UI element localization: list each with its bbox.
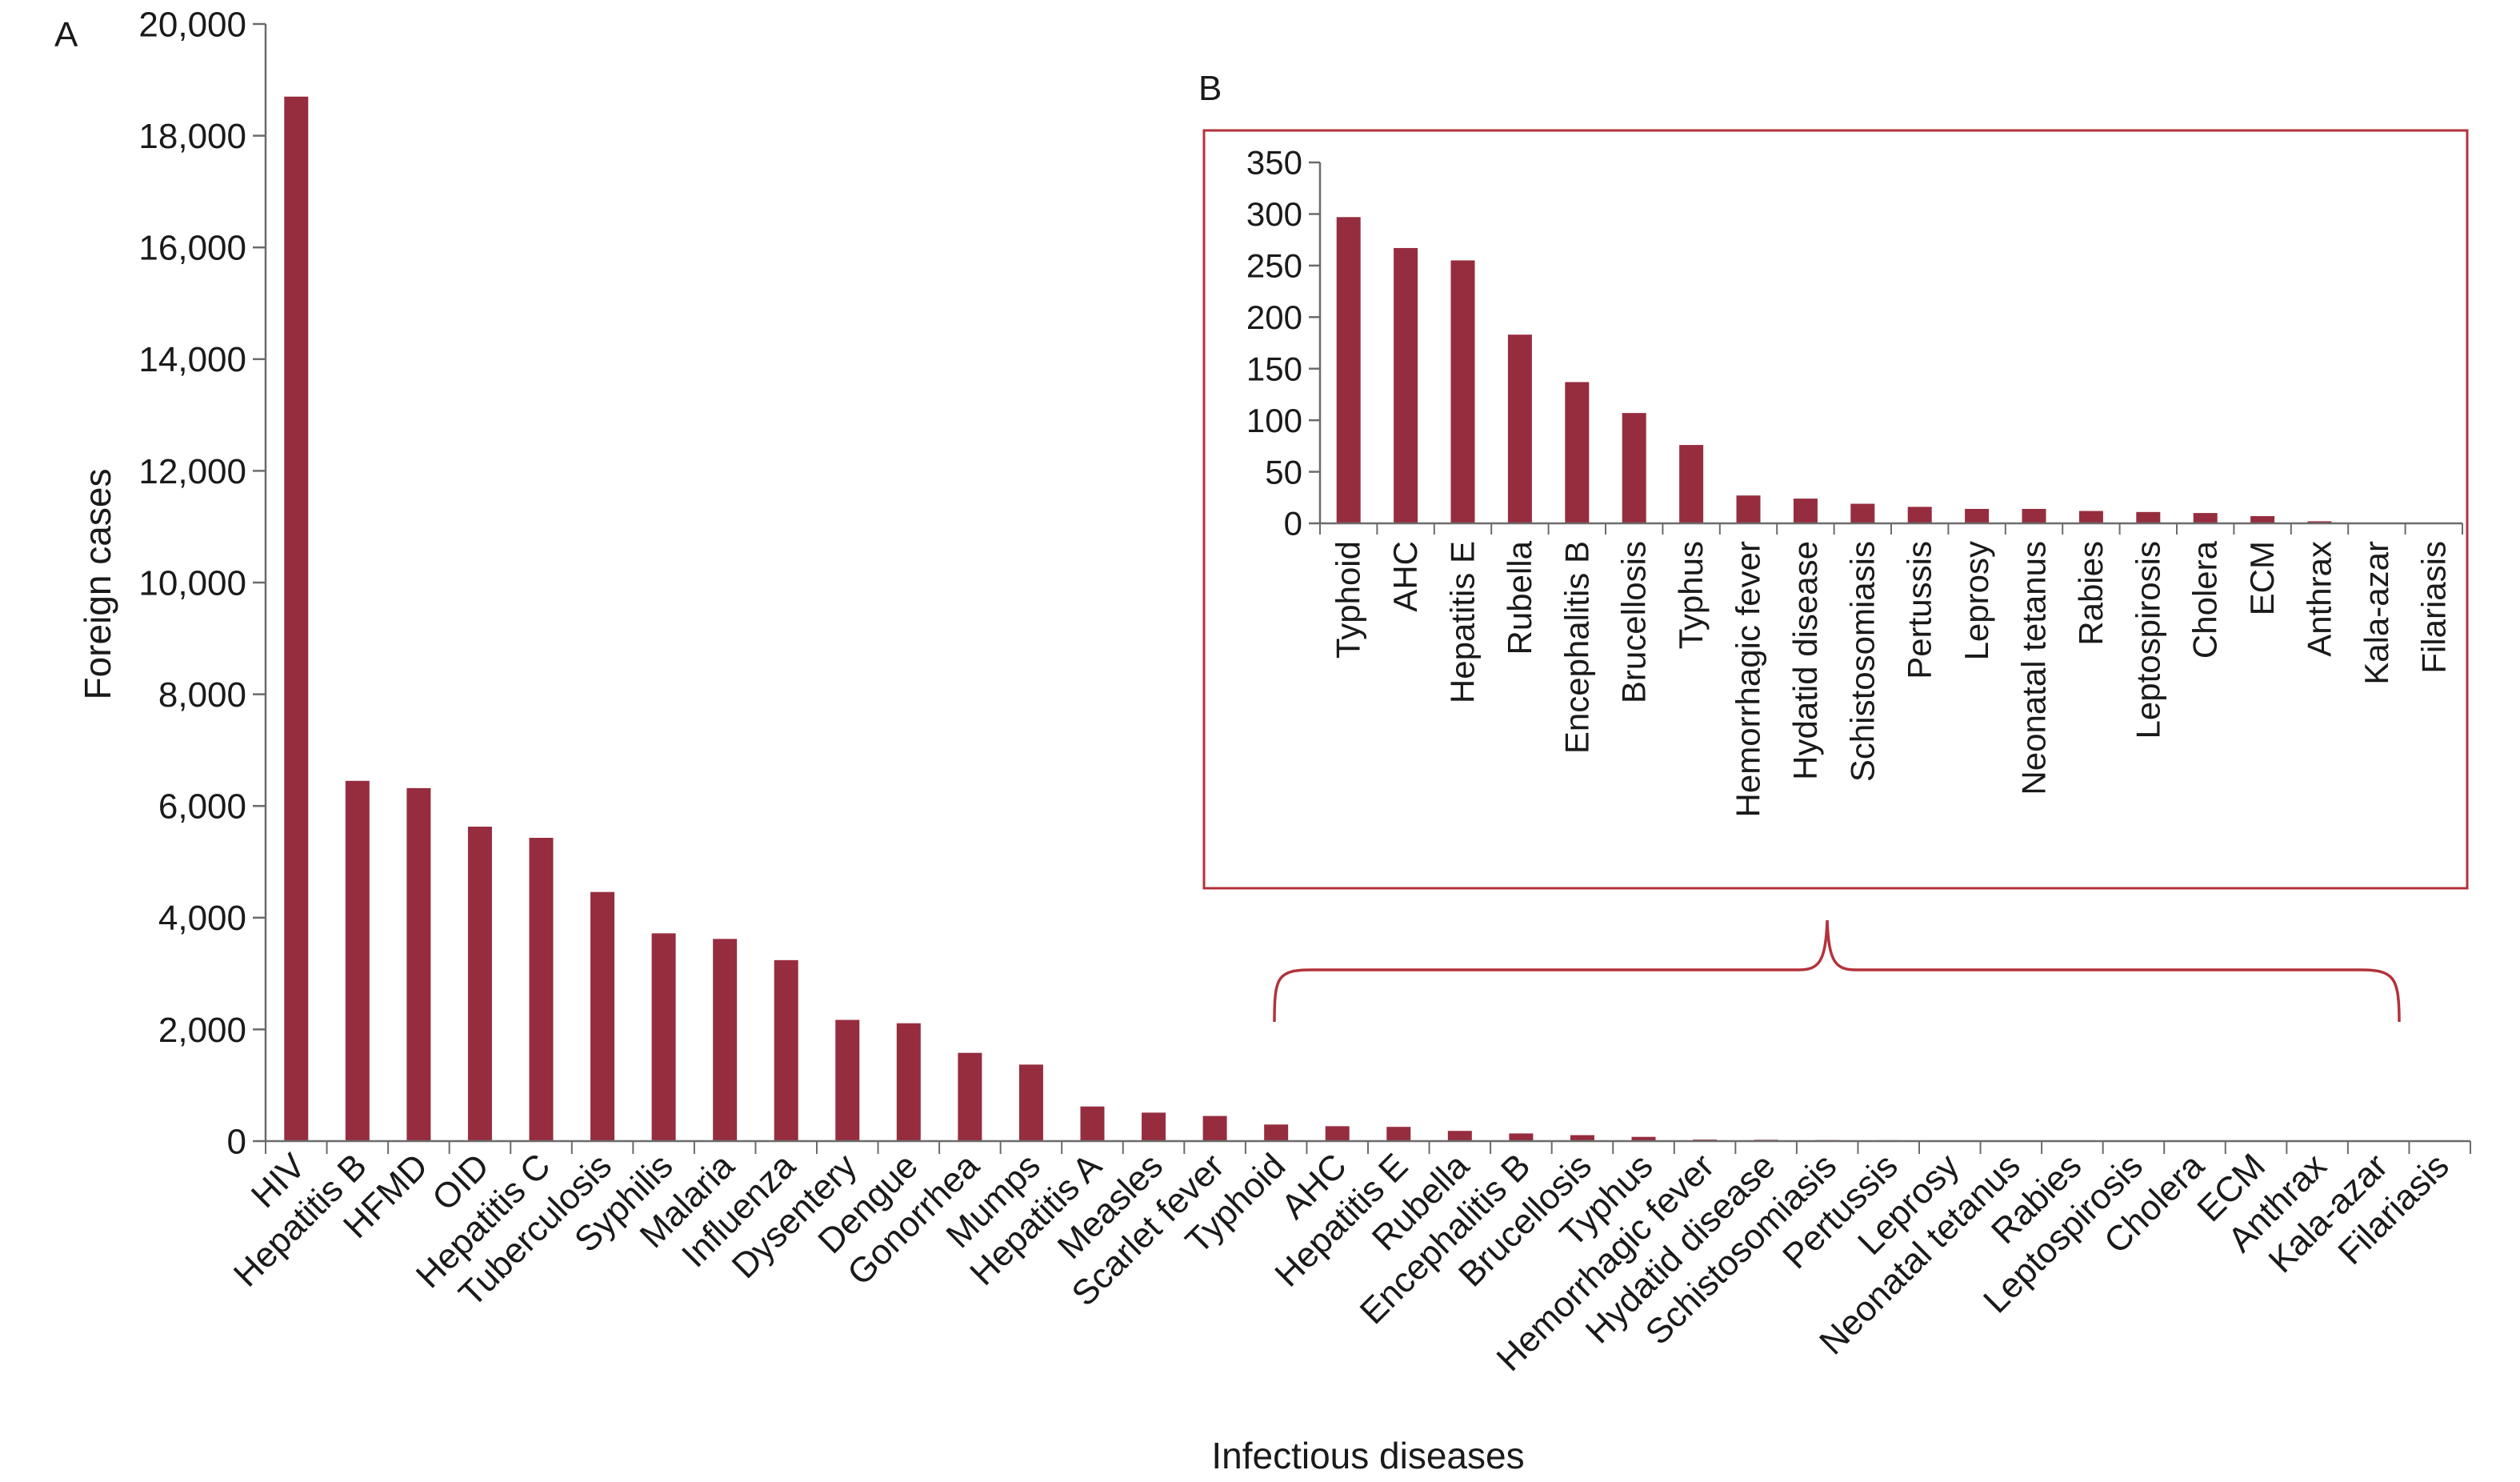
inset-bar-anthrax [2307, 521, 2332, 523]
inset-category-label-brucellosis: Brucellosis [1615, 541, 1653, 703]
main-y-tick-label: 10,000 [138, 563, 246, 603]
inset-category-label-typhus: Typhus [1672, 541, 1710, 649]
inset-y-ticks: 0 50 100 150 200 250 300 350 [1246, 144, 1320, 543]
inset-bar-cholera [2193, 513, 2218, 523]
panel-label-b: B [1198, 69, 1222, 108]
inset-bar-rubella [1507, 334, 1532, 523]
main-y-tick-label: 14,000 [138, 340, 246, 379]
main-bar-typhus [1631, 1136, 1656, 1141]
main-bar-dengue [896, 1023, 921, 1141]
inset-category-label-hemorrhagic-fever: Hemorrhagic fever [1730, 541, 1767, 817]
main-y-tick-label: 8,000 [158, 675, 246, 715]
inset-y-tick-label: 150 [1246, 350, 1302, 387]
inset-bar-pertussis [1907, 507, 1932, 523]
inset-category-label-neonatal-tetanus: Neonatal tetanus [2015, 541, 2053, 795]
inset-bar-rabies [2078, 511, 2103, 523]
main-bar-hfmd [406, 787, 431, 1141]
main-bar-hepatitis-e [1386, 1127, 1411, 1141]
inset-bar-leprosy [1965, 508, 1990, 523]
inset-bar-ecm [2250, 515, 2275, 523]
main-y-tick-label: 6,000 [158, 787, 246, 827]
inset-category-label-encephalitis-b: Encephalitis B [1558, 541, 1595, 754]
inset-category-label-anthrax: Anthrax [2301, 541, 2338, 657]
main-bar-scarlet-fever [1202, 1116, 1227, 1141]
callout-brace [1273, 919, 2401, 1023]
inset-category-label-rabies: Rabies [2072, 541, 2110, 646]
main-y-ticks: 0 2,000 4,000 6,000 8,000 10,000 12,000 14,000 1… [138, 5, 266, 1161]
inset-y-tick-label: 350 [1246, 144, 1302, 182]
main-bar-mumps [1018, 1064, 1043, 1141]
inset-bar-leptospirosis [2136, 511, 2161, 523]
inset-bar-typhus [1679, 445, 1704, 523]
inset-category-label-ahc: AHC [1386, 541, 1424, 612]
inset-category-label-filariasis: Filariasis [2414, 541, 2452, 674]
inset-category-label-ecm: ECM [2243, 541, 2281, 615]
main-bar-dysentery [835, 1019, 860, 1141]
main-bar-typhoid [1264, 1124, 1289, 1141]
main-y-tick-label: 2,000 [158, 1011, 246, 1050]
inset-category-label-schistosomiasis: Schistosomiasis [1843, 541, 1881, 782]
inset-y-tick-label: 50 [1265, 453, 1302, 491]
inset-y-tick-label: 0 [1284, 505, 1302, 543]
main-bar-hepatitis-b [345, 780, 370, 1141]
main-y-tick-label: 20,000 [138, 5, 246, 44]
main-bar-tuberculosis [590, 891, 615, 1141]
main-bar-encephalitis-b [1509, 1133, 1534, 1141]
main-y-tick-label: 4,000 [158, 899, 246, 938]
inset-y-tick-label: 250 [1246, 247, 1302, 285]
main-bar-oid [467, 827, 492, 1141]
inset-frame [1202, 129, 2469, 890]
inset-bar-schistosomiasis [1850, 503, 1875, 523]
main-y-tick-label: 0 [227, 1122, 246, 1161]
inset-category-label-cholera: Cholera [2186, 540, 2224, 659]
main-bars [284, 96, 2330, 1142]
main-bar-gonorrhea [958, 1052, 982, 1141]
inset-bar-brucellosis [1622, 413, 1646, 523]
main-y-axis-title: Foreign cases [77, 469, 118, 700]
main-bar-hiv [284, 96, 309, 1142]
inset-category-label-leprosy: Leprosy [1958, 541, 1995, 660]
inset-bar-hemorrhagic-fever [1736, 495, 1761, 523]
main-y-tick-label: 18,000 [138, 117, 246, 156]
inset-bar-neonatal-tetanus [2022, 508, 2046, 523]
inset-bar-ahc [1394, 247, 1418, 523]
inset-category-label-pertussis: Pertussis [1901, 541, 1938, 679]
inset-y-tick-label: 200 [1246, 298, 1302, 336]
inset-y-tick-label: 300 [1246, 195, 1302, 233]
inset-bar-hydatid-disease [1793, 499, 1818, 523]
main-y-tick-label: 12,000 [138, 452, 246, 491]
inset-bars [1336, 217, 2332, 523]
inset-category-label-rubella: Rubella [1501, 540, 1538, 655]
main-bar-rubella [1447, 1131, 1472, 1141]
main-bar-ahc [1325, 1126, 1350, 1141]
inset-bar-typhoid [1336, 217, 1361, 523]
inset-category-label-leptospirosis: Leptospirosis [2129, 541, 2166, 739]
main-bar-hepatitis-a [1080, 1106, 1105, 1141]
main-y-tick-label: 16,000 [138, 229, 246, 268]
inset-x-labels: Typhoid AHC Hepatitis E Rubella Encephalitis… [1330, 540, 2453, 817]
main-x-axis-title: Infectious diseases [1211, 1435, 1524, 1476]
inset-chart: B 0 50 100 150 200 250 300 350 Typhoid AHC Hepati… [1198, 69, 2469, 890]
main-bar-influenza [774, 959, 798, 1141]
main-bar-hepatitis-c [529, 837, 554, 1141]
inset-y-tick-label: 100 [1246, 402, 1302, 439]
main-bar-malaria [713, 939, 738, 1141]
inset-category-label-hydatid-disease: Hydatid disease [1786, 541, 1824, 780]
main-bar-measles [1142, 1112, 1166, 1141]
main-bar-syphilis [651, 933, 676, 1141]
inset-bar-encephalitis-b [1565, 382, 1590, 523]
inset-axes [1318, 162, 2463, 535]
main-bar-brucellosis [1570, 1135, 1594, 1141]
inset-category-label-kala-azar: Kala-azar [2358, 541, 2395, 685]
inset-category-label-hepatitis-e: Hepatitis E [1444, 541, 1482, 703]
inset-category-label-typhoid: Typhoid [1330, 541, 1367, 659]
inset-bar-hepatitis-e [1450, 260, 1475, 523]
panel-label-a: A [54, 15, 78, 54]
